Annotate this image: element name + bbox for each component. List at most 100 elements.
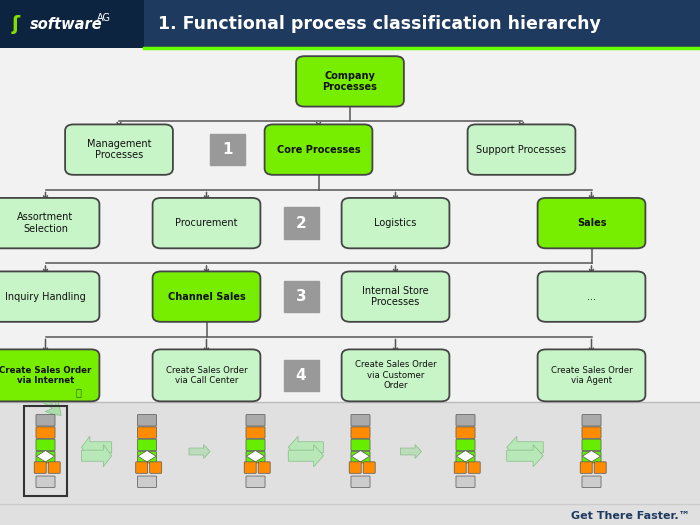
- Text: Sales: Sales: [577, 218, 606, 228]
- FancyArrow shape: [288, 445, 323, 467]
- FancyBboxPatch shape: [284, 360, 318, 391]
- FancyBboxPatch shape: [456, 427, 475, 438]
- Text: Internal Store
Processes: Internal Store Processes: [362, 286, 429, 308]
- FancyBboxPatch shape: [34, 462, 46, 474]
- FancyBboxPatch shape: [137, 452, 157, 463]
- FancyBboxPatch shape: [582, 452, 601, 463]
- FancyBboxPatch shape: [284, 207, 318, 239]
- FancyBboxPatch shape: [246, 452, 265, 463]
- FancyBboxPatch shape: [136, 462, 148, 474]
- FancyBboxPatch shape: [246, 439, 265, 450]
- FancyBboxPatch shape: [210, 134, 245, 165]
- FancyBboxPatch shape: [351, 415, 370, 426]
- FancyBboxPatch shape: [258, 462, 270, 474]
- Text: Channel Sales: Channel Sales: [167, 291, 246, 302]
- FancyBboxPatch shape: [351, 476, 370, 487]
- FancyBboxPatch shape: [65, 124, 173, 175]
- FancyBboxPatch shape: [594, 462, 606, 474]
- FancyBboxPatch shape: [246, 427, 265, 438]
- Polygon shape: [36, 450, 55, 462]
- FancyArrow shape: [81, 436, 112, 458]
- FancyArrow shape: [507, 445, 543, 467]
- Polygon shape: [351, 450, 370, 462]
- Text: Inquiry Handling: Inquiry Handling: [5, 291, 86, 302]
- FancyBboxPatch shape: [0, 0, 144, 48]
- FancyArrow shape: [507, 436, 543, 458]
- Text: Create Sales Order
via Internet: Create Sales Order via Internet: [0, 366, 92, 385]
- Text: 4: 4: [295, 368, 307, 383]
- FancyBboxPatch shape: [137, 476, 157, 487]
- FancyBboxPatch shape: [36, 439, 55, 450]
- FancyBboxPatch shape: [456, 452, 475, 463]
- FancyBboxPatch shape: [36, 452, 55, 463]
- Text: Logistics: Logistics: [374, 218, 416, 228]
- FancyBboxPatch shape: [0, 402, 700, 525]
- Polygon shape: [582, 450, 601, 462]
- FancyBboxPatch shape: [538, 271, 645, 322]
- FancyArrow shape: [81, 445, 112, 467]
- Text: Create Sales Order
via Customer
Order: Create Sales Order via Customer Order: [355, 361, 436, 390]
- FancyBboxPatch shape: [137, 439, 157, 450]
- FancyBboxPatch shape: [153, 198, 260, 248]
- Text: Get There Faster.™: Get There Faster.™: [570, 510, 690, 521]
- FancyBboxPatch shape: [153, 271, 260, 322]
- Text: software: software: [29, 17, 102, 32]
- Text: 1. Functional process classification hierarchy: 1. Functional process classification hie…: [158, 15, 601, 33]
- FancyBboxPatch shape: [468, 462, 480, 474]
- Text: 3: 3: [295, 289, 307, 304]
- FancyBboxPatch shape: [456, 415, 475, 426]
- FancyBboxPatch shape: [150, 462, 162, 474]
- Polygon shape: [456, 450, 475, 462]
- Text: Create Sales Order
via Call Center: Create Sales Order via Call Center: [166, 366, 247, 385]
- FancyBboxPatch shape: [36, 415, 55, 426]
- Text: ...: ...: [587, 291, 596, 302]
- Text: Assortment
Selection: Assortment Selection: [18, 212, 74, 234]
- FancyBboxPatch shape: [48, 462, 60, 474]
- FancyBboxPatch shape: [296, 56, 404, 107]
- Text: Management
Processes: Management Processes: [87, 139, 151, 161]
- FancyArrow shape: [400, 445, 421, 458]
- FancyBboxPatch shape: [351, 427, 370, 438]
- FancyBboxPatch shape: [456, 476, 475, 487]
- FancyBboxPatch shape: [244, 462, 256, 474]
- FancyBboxPatch shape: [351, 452, 370, 463]
- FancyBboxPatch shape: [582, 476, 601, 487]
- FancyBboxPatch shape: [454, 462, 466, 474]
- FancyBboxPatch shape: [137, 427, 157, 438]
- FancyBboxPatch shape: [580, 462, 592, 474]
- Text: AG: AG: [97, 13, 111, 23]
- FancyBboxPatch shape: [0, 271, 99, 322]
- Text: Support Processes: Support Processes: [477, 144, 566, 155]
- FancyBboxPatch shape: [363, 462, 375, 474]
- FancyBboxPatch shape: [0, 198, 99, 248]
- Text: Core Processes: Core Processes: [276, 144, 360, 155]
- Text: Procurement: Procurement: [175, 218, 238, 228]
- FancyBboxPatch shape: [351, 439, 370, 450]
- Text: Create Sales Order
via Agent: Create Sales Order via Agent: [551, 366, 632, 385]
- FancyBboxPatch shape: [284, 281, 318, 312]
- Polygon shape: [246, 450, 265, 462]
- Text: Company
Processes: Company Processes: [323, 70, 377, 92]
- FancyBboxPatch shape: [153, 350, 260, 402]
- FancyBboxPatch shape: [246, 476, 265, 487]
- FancyArrow shape: [189, 445, 210, 458]
- FancyBboxPatch shape: [342, 350, 449, 402]
- FancyBboxPatch shape: [538, 350, 645, 402]
- FancyArrow shape: [288, 436, 323, 458]
- FancyBboxPatch shape: [342, 271, 449, 322]
- FancyBboxPatch shape: [36, 476, 55, 487]
- FancyBboxPatch shape: [349, 462, 361, 474]
- FancyBboxPatch shape: [468, 124, 575, 175]
- Text: 2: 2: [295, 216, 307, 230]
- FancyBboxPatch shape: [538, 198, 645, 248]
- FancyBboxPatch shape: [246, 415, 265, 426]
- FancyBboxPatch shape: [342, 198, 449, 248]
- FancyBboxPatch shape: [582, 427, 601, 438]
- Polygon shape: [138, 450, 156, 462]
- FancyBboxPatch shape: [137, 415, 157, 426]
- FancyBboxPatch shape: [0, 350, 99, 402]
- FancyBboxPatch shape: [36, 427, 55, 438]
- FancyBboxPatch shape: [0, 0, 700, 48]
- Text: 1: 1: [223, 142, 232, 157]
- FancyBboxPatch shape: [582, 415, 601, 426]
